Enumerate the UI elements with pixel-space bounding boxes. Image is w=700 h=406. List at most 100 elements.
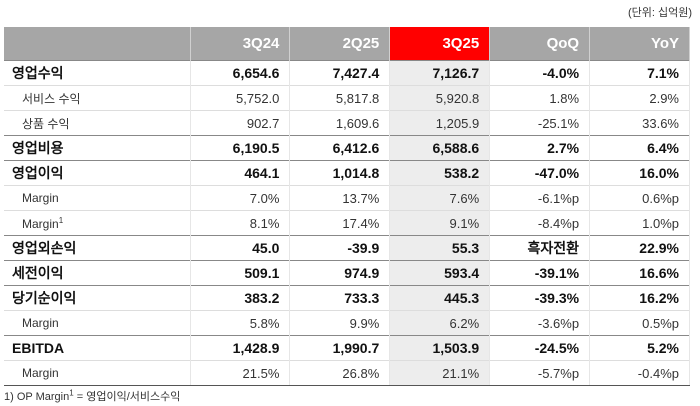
value-cell: 0.6%p <box>589 185 690 211</box>
column-header: YoY <box>589 27 690 61</box>
value-cell: 16.2% <box>589 285 690 311</box>
value-cell: 6,654.6 <box>190 60 291 86</box>
value-cell: 5,817.8 <box>289 85 391 111</box>
column-header: 3Q25 <box>389 27 491 61</box>
value-cell: 1.8% <box>489 85 591 111</box>
table-row: Margin 21.5% 26.8% 21.1% -5.7%p -0.4%p <box>4 360 690 386</box>
table-row: 영업이익 464.1 1,014.8 538.2 -47.0% 16.0% <box>4 160 690 186</box>
row-label: Margin <box>22 366 59 380</box>
value-cell: 13.7% <box>289 185 391 211</box>
value-cell: 1,503.9 <box>389 335 491 361</box>
table-row: EBITDA 1,428.9 1,990.7 1,503.9 -24.5% 5.2% <box>4 335 690 361</box>
table-row: 영업수익 6,654.6 7,427.4 7,126.7 -4.0% 7.1% <box>4 60 690 86</box>
header-corner <box>4 27 191 61</box>
value-cell: -8.4%p <box>489 210 591 236</box>
value-cell: 55.3 <box>389 235 491 261</box>
value-cell: 1,990.7 <box>289 335 391 361</box>
value-cell: -25.1% <box>489 110 591 136</box>
value-cell: 5,752.0 <box>190 85 291 111</box>
value-cell: 7.0% <box>190 185 291 211</box>
value-cell: 1.0%p <box>589 210 690 236</box>
value-cell: 5.2% <box>589 335 690 361</box>
column-header: 2Q25 <box>289 27 391 61</box>
row-label-sup: 1 <box>58 215 64 225</box>
column-header: 3Q24 <box>190 27 291 61</box>
table-row: 영업외손익 45.0 -39.9 55.3 흑자전환 22.9% <box>4 235 690 261</box>
table-row: 서비스 수익 5,752.0 5,817.8 5,920.8 1.8% 2.9% <box>4 85 690 111</box>
footnote-sup: 1 <box>69 388 74 398</box>
value-cell: 17.4% <box>289 210 391 236</box>
value-cell: 5.8% <box>190 310 291 336</box>
value-cell: 7,427.4 <box>289 60 391 86</box>
value-cell: -39.1% <box>489 260 591 286</box>
value-cell: 26.8% <box>289 360 391 386</box>
footnote-text: 1) OP Margin <box>4 391 70 403</box>
row-label-cell: 당기순이익 <box>4 285 191 311</box>
value-cell: 733.3 <box>289 285 391 311</box>
value-cell: 6,412.6 <box>289 135 391 161</box>
value-cell: 9.1% <box>389 210 491 236</box>
row-label-cell: 서비스 수익 <box>4 85 191 111</box>
row-label-cell: 상품 수익 <box>4 110 191 136</box>
value-cell: 7.6% <box>389 185 491 211</box>
footnote-text: = 영업이익/서비스수익 <box>73 391 181 403</box>
value-cell: -47.0% <box>489 160 591 186</box>
row-label-cell: Margin1 <box>4 210 191 236</box>
table-row: 세전이익 509.1 974.9 593.4 -39.1% 16.6% <box>4 260 690 286</box>
value-cell: 0.5%p <box>589 310 690 336</box>
value-cell: 445.3 <box>389 285 491 311</box>
value-cell: -5.7%p <box>489 360 591 386</box>
table-row: Margin1 8.1% 17.4% 9.1% -8.4%p 1.0%p <box>4 210 690 236</box>
row-label: 상품 수익 <box>22 116 70 131</box>
table-row: 상품 수익 902.7 1,609.6 1,205.9 -25.1% 33.6% <box>4 110 690 136</box>
row-label-cell: 영업외손익 <box>4 235 191 261</box>
value-cell: 6.4% <box>589 135 690 161</box>
value-cell: 22.9% <box>589 235 690 261</box>
table-row: 당기순이익 383.2 733.3 445.3 -39.3% 16.2% <box>4 285 690 311</box>
row-label: Margin <box>22 316 59 330</box>
value-cell: -39.3% <box>489 285 591 311</box>
value-cell: 16.0% <box>589 160 690 186</box>
value-cell: 7,126.7 <box>389 60 491 86</box>
value-cell: 16.6% <box>589 260 690 286</box>
financial-table: 3Q24 2Q25 3Q25 QoQ YoY 영업수익 6,654.6 7,427.4 7,1… <box>4 27 690 386</box>
row-label-cell: 세전이익 <box>4 260 191 286</box>
value-cell: 45.0 <box>190 235 291 261</box>
value-cell: 1,428.9 <box>190 335 291 361</box>
value-cell: 7.1% <box>589 60 690 86</box>
footnote: 1) OP Margin1 = 영업이익/서비스수익 <box>4 388 180 404</box>
row-label-cell: 영업비용 <box>4 135 191 161</box>
value-cell: 5,920.8 <box>389 85 491 111</box>
table-row: Margin 7.0% 13.7% 7.6% -6.1%p 0.6%p <box>4 185 690 211</box>
value-cell: -6.1%p <box>489 185 591 211</box>
row-label: 영업이익 <box>12 165 64 181</box>
row-label-cell: Margin <box>4 310 191 336</box>
value-cell: 1,609.6 <box>289 110 391 136</box>
value-cell: 9.9% <box>289 310 391 336</box>
row-label: 세전이익 <box>12 265 64 281</box>
value-cell: 6,190.5 <box>190 135 291 161</box>
row-label-cell: Margin <box>4 360 191 386</box>
row-label: 서비스 수익 <box>22 91 81 106</box>
row-label: Margin <box>22 216 59 231</box>
row-label: 영업외손익 <box>12 240 77 256</box>
row-label: 영업수익 <box>12 65 64 81</box>
table-row: 영업비용 6,190.5 6,412.6 6,588.6 2.7% 6.4% <box>4 135 690 161</box>
value-cell: 593.4 <box>389 260 491 286</box>
row-label-cell: 영업수익 <box>4 60 191 86</box>
row-label-cell: EBITDA <box>4 335 191 361</box>
header-row: 3Q24 2Q25 3Q25 QoQ YoY <box>4 27 690 61</box>
row-label-cell: 영업이익 <box>4 160 191 186</box>
value-cell: -24.5% <box>489 335 591 361</box>
row-label: Margin <box>22 191 59 205</box>
value-cell: -39.9 <box>289 235 391 261</box>
value-cell: 902.7 <box>190 110 291 136</box>
value-cell: -0.4%p <box>589 360 690 386</box>
unit-note: (단위: 십억원) <box>627 7 692 19</box>
value-cell: 509.1 <box>190 260 291 286</box>
value-cell: 2.7% <box>489 135 591 161</box>
value-cell: 2.9% <box>589 85 690 111</box>
value-cell: 974.9 <box>289 260 391 286</box>
value-cell: -4.0% <box>489 60 591 86</box>
